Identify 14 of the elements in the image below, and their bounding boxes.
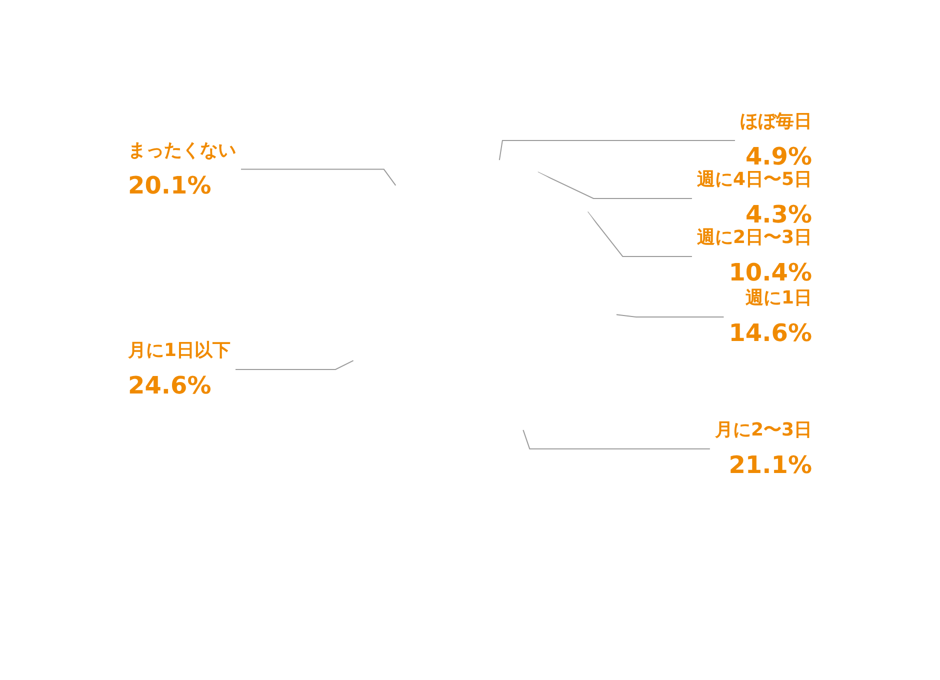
data-label: 21.1% [728, 450, 812, 479]
data-label: 24.6% [128, 371, 212, 400]
data-label: 14.6% [728, 318, 812, 347]
data-label: 4.9% [745, 142, 812, 170]
slice-label: 週に2日〜3日 [696, 226, 812, 248]
slice-label: 月に1日以下 [127, 340, 231, 361]
data-label: 4.3% [745, 200, 812, 228]
data-label: 20.1% [128, 171, 212, 200]
slice-label: 週に1日 [744, 287, 812, 308]
slice-label: 月に2〜3日 [714, 419, 812, 440]
slice-label: まったくない [128, 140, 236, 161]
slice-label: ほぼ毎日 [740, 110, 812, 132]
slice-label: 週に4日〜5日 [696, 168, 812, 190]
data-label: 10.4% [728, 258, 812, 286]
